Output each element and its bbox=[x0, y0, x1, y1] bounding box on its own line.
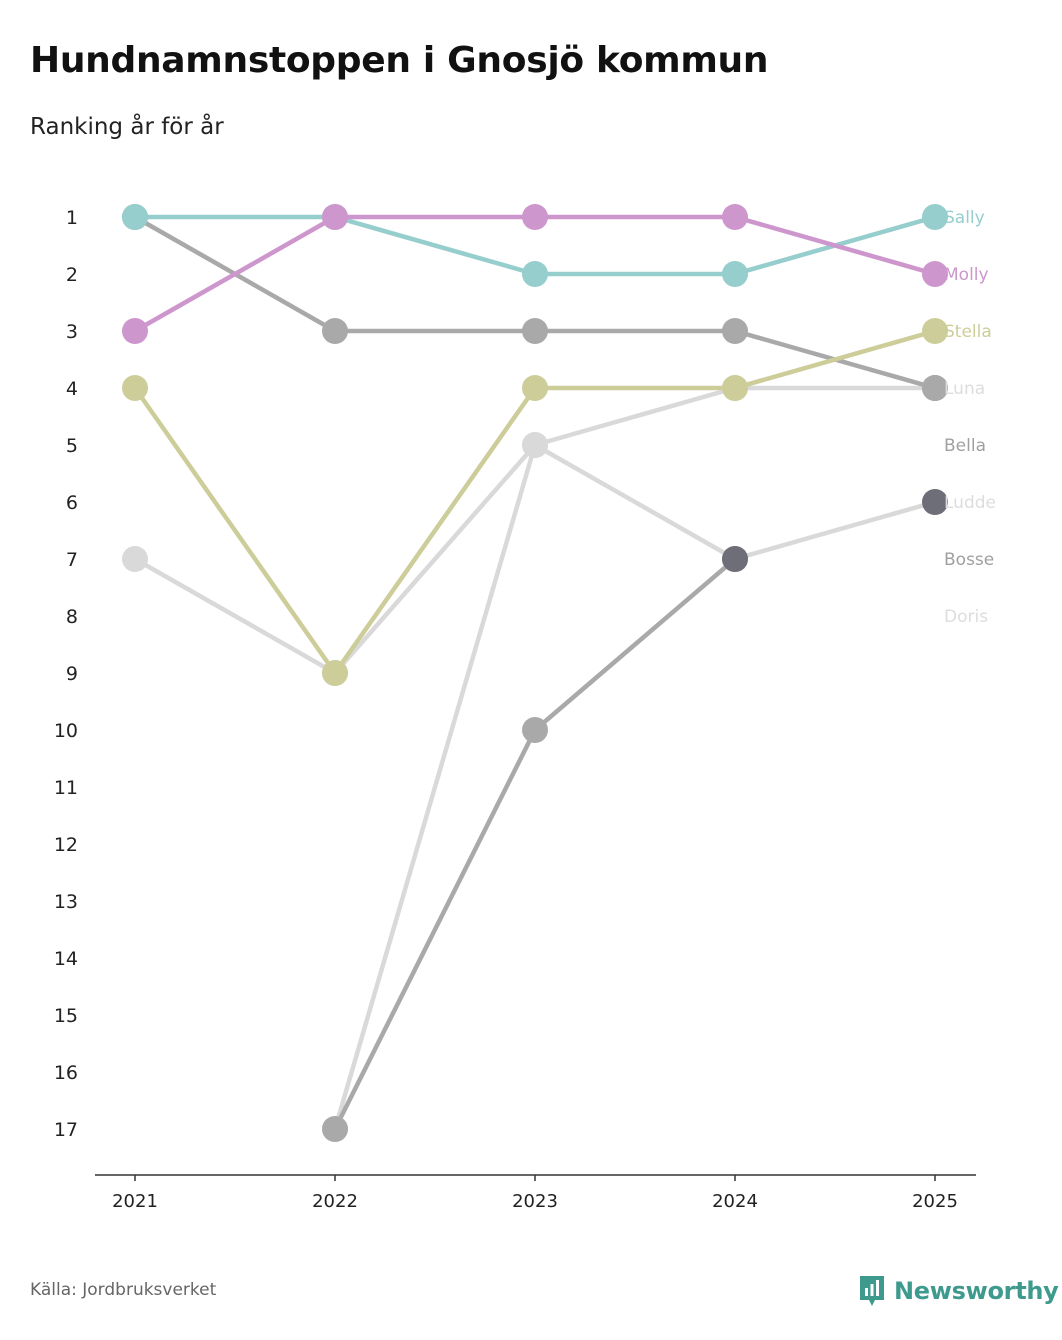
end-label-doris: Doris bbox=[944, 607, 988, 627]
chart-subtitle: Ranking år för år bbox=[30, 114, 224, 140]
end-label-bosse: Bosse bbox=[944, 550, 994, 570]
x-tick-label: 2023 bbox=[512, 1191, 558, 1212]
y-tick-label: 17 bbox=[54, 1119, 78, 1141]
x-tick-label: 2025 bbox=[912, 1191, 958, 1212]
point-molly-2025[interactable] bbox=[922, 261, 948, 287]
point-bosse-2023[interactable] bbox=[522, 432, 548, 458]
point-sally-2023[interactable] bbox=[522, 261, 548, 287]
point-ludde-2023[interactable] bbox=[522, 717, 548, 743]
point-stella-2021[interactable] bbox=[122, 375, 148, 401]
source-note: Källa: Jordbruksverket bbox=[30, 1280, 217, 1300]
series-line-ludde bbox=[332, 556, 738, 1132]
point-stella-2024[interactable] bbox=[722, 375, 748, 401]
y-tick-label: 11 bbox=[54, 777, 78, 799]
end-labels: Sally Molly Stella Luna Bella Ludde Bosse Doris bbox=[944, 208, 996, 627]
x-tick-label: 2024 bbox=[712, 1191, 758, 1212]
point-molly-2022[interactable] bbox=[322, 204, 348, 230]
series-line-bella bbox=[132, 214, 938, 391]
end-label-bella: Bella bbox=[944, 436, 986, 456]
y-tick-label: 8 bbox=[66, 606, 78, 628]
chart-title: Hundnamnstoppen i Gnosjö kommun bbox=[30, 40, 769, 81]
point-stella-2023[interactable] bbox=[522, 375, 548, 401]
point-sally-2021[interactable] bbox=[122, 204, 148, 230]
series-markers bbox=[122, 204, 948, 1142]
point-bella-2022[interactable] bbox=[322, 318, 348, 344]
y-tick-label: 16 bbox=[54, 1062, 78, 1084]
end-label-stella: Stella bbox=[944, 322, 992, 342]
y-tick-label: 9 bbox=[66, 663, 78, 685]
y-tick-label: 14 bbox=[54, 948, 78, 970]
brand-name: Newsworthy bbox=[894, 1277, 1059, 1305]
point-doris-2021[interactable] bbox=[122, 546, 148, 572]
point-ludde-2025[interactable] bbox=[922, 489, 948, 515]
end-label-molly: Molly bbox=[944, 265, 989, 285]
point-stella-2022[interactable] bbox=[322, 660, 348, 686]
series-line-bosse bbox=[332, 385, 938, 1132]
point-luna-2025[interactable] bbox=[922, 375, 948, 401]
point-bella-2024[interactable] bbox=[722, 318, 748, 344]
point-molly-2024[interactable] bbox=[722, 204, 748, 230]
series-lines bbox=[132, 214, 938, 1132]
x-tick-label: 2021 bbox=[112, 1191, 158, 1212]
x-axis-ticks: 2021 2022 2023 2024 2025 bbox=[112, 1175, 958, 1212]
point-bella-2023[interactable] bbox=[522, 318, 548, 344]
point-ludde-2024[interactable] bbox=[722, 546, 748, 572]
end-label-luna: Luna bbox=[944, 379, 985, 399]
point-sally-2025[interactable] bbox=[922, 204, 948, 230]
end-label-sally: Sally bbox=[944, 208, 985, 228]
point-stella-2025[interactable] bbox=[922, 318, 948, 344]
y-tick-label: 4 bbox=[66, 378, 78, 400]
y-tick-label: 6 bbox=[66, 492, 78, 514]
point-molly-2023[interactable] bbox=[522, 204, 548, 230]
y-tick-label: 1 bbox=[66, 207, 78, 229]
x-tick-label: 2022 bbox=[312, 1191, 358, 1212]
newsworthy-logo-icon bbox=[860, 1276, 884, 1306]
point-sally-2024[interactable] bbox=[722, 261, 748, 287]
point-molly-2021[interactable] bbox=[122, 318, 148, 344]
point-ludde-2022[interactable] bbox=[322, 1116, 348, 1142]
y-tick-label: 12 bbox=[54, 834, 78, 856]
brand-logo[interactable]: Newsworthy bbox=[858, 1274, 1059, 1308]
y-tick-label: 10 bbox=[54, 720, 78, 742]
y-tick-label: 13 bbox=[54, 891, 78, 913]
y-tick-label: 7 bbox=[66, 549, 78, 571]
y-tick-label: 2 bbox=[66, 264, 78, 286]
y-tick-label: 15 bbox=[54, 1005, 78, 1027]
end-label-ludde: Ludde bbox=[944, 493, 996, 513]
y-tick-label: 5 bbox=[66, 435, 78, 457]
y-tick-label: 3 bbox=[66, 321, 78, 343]
